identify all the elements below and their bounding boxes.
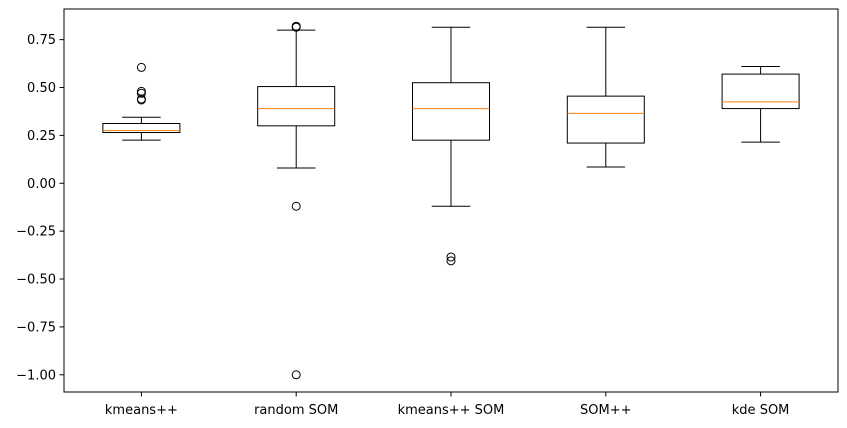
y-tick-label: 0.75 <box>27 33 56 48</box>
y-tick-label: 0.00 <box>27 177 56 192</box>
box-group-1 <box>257 21 336 380</box>
outlier-point <box>291 201 301 211</box>
y-tick-label: −0.50 <box>16 273 56 288</box>
outlier-point <box>446 252 456 262</box>
x-tick-label: kmeans++ <box>105 403 178 418</box>
iqr-box <box>257 86 336 127</box>
y-tick-label: −0.75 <box>16 320 56 335</box>
x-tick-label: random SOM <box>254 403 338 418</box>
y-tick-label: 0.50 <box>27 81 56 96</box>
y-axis: 0.75 0.50 0.25 0.00 −0.25 −0.50 −0.75 −1.00 <box>16 33 64 383</box>
box-group-2 <box>412 26 490 266</box>
x-axis: kmeans++ random SOM kmeans++ SOM SOM++ kde S… <box>105 392 789 418</box>
y-tick-label: 0.25 <box>27 129 56 144</box>
outlier-point <box>291 22 301 32</box>
outlier-point <box>446 256 456 266</box>
outlier-point <box>136 88 146 98</box>
x-tick-label: kde SOM <box>732 403 790 418</box>
outlier-point <box>291 370 301 380</box>
box-group-4 <box>721 65 800 143</box>
box-group-0 <box>102 62 181 141</box>
x-tick-label: kmeans++ SOM <box>398 403 505 418</box>
iqr-box <box>566 95 645 144</box>
box-group-3 <box>566 26 645 168</box>
outlier-point <box>136 95 146 105</box>
iqr-box <box>721 73 800 110</box>
iqr-box <box>102 123 181 134</box>
y-tick-label: −0.25 <box>16 225 56 240</box>
outlier-point <box>136 62 146 72</box>
x-tick-label: SOM++ <box>580 403 632 418</box>
outlier-point <box>136 86 146 96</box>
y-tick-label: −1.00 <box>16 368 56 383</box>
plot-marks <box>102 21 800 380</box>
iqr-box <box>412 82 490 141</box>
